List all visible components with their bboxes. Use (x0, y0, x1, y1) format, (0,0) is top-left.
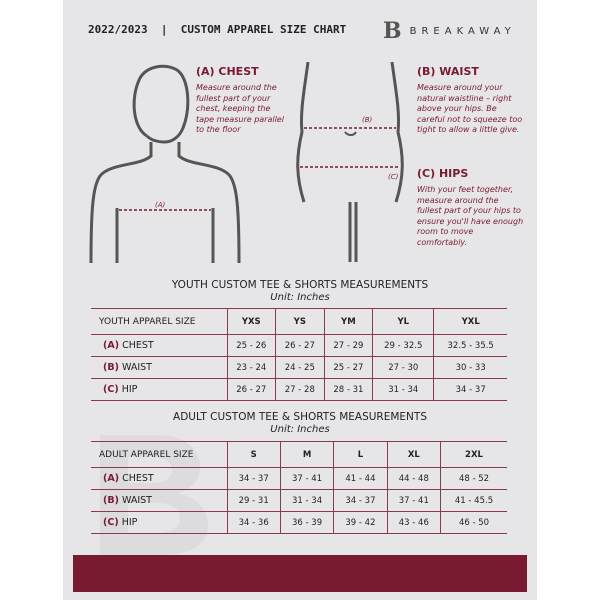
chest-marker: (A) (155, 201, 166, 209)
hips-description: With your feet together, measure around … (417, 185, 524, 247)
cell: 34 - 36 (226, 511, 281, 534)
adult-size-table: ADULT APPAREL SIZE S M L XL 2XL (A) CHES… (91, 441, 507, 534)
cell: 34 - 37 (333, 489, 388, 512)
logo-mark: B (383, 18, 402, 44)
cell: 32.5 - 35.5 (433, 334, 507, 357)
hips-marker: (C) (388, 173, 399, 181)
cell: 27 - 30 (372, 356, 434, 379)
cell: 41 - 45.5 (440, 489, 507, 512)
cell: 34 - 37 (433, 378, 507, 401)
cell: 29 - 31 (226, 489, 281, 512)
row-label: CHEST (122, 340, 154, 351)
lower-body-figure (296, 62, 404, 262)
page-title: 2022/2023 | CUSTOM APPAREL SIZE CHART (88, 23, 347, 36)
youth-size-table: YOUTH APPAREL SIZE YXS YS YM YL YXL (A) … (91, 308, 507, 401)
size-header: L (333, 441, 388, 468)
size-header: S (226, 441, 281, 468)
table-row: (A) CHEST 25 - 26 26 - 27 27 - 29 29 - 32.5 3… (91, 334, 507, 357)
cell: 26 - 27 (275, 334, 325, 357)
cell: 29 - 32.5 (372, 334, 434, 357)
size-header: YXS (226, 308, 276, 335)
row-letter: (A) (103, 340, 120, 351)
size-header: 2XL (440, 441, 507, 468)
cell: 37 - 41 (386, 489, 441, 512)
cell: 48 - 52 (440, 467, 507, 490)
row-label: WAIST (121, 495, 152, 506)
row-label: HIP (121, 517, 138, 528)
table-row: (B) WAIST 23 - 24 24 - 25 25 - 27 27 - 30 30 … (91, 356, 507, 379)
chest-description: Measure around the fullest part of your … (196, 83, 284, 134)
cell: 31 - 34 (372, 378, 434, 401)
size-header: XL (386, 441, 441, 468)
table-header-row: YOUTH APPAREL SIZE YXS YS YM YL YXL (91, 308, 507, 335)
hips-heading: (C) HIPS (417, 167, 469, 180)
table-row: (C) HIP 34 - 36 36 - 39 39 - 42 43 - 46 46 - … (91, 511, 507, 534)
youth-table-title: YOUTH CUSTOM TEE & SHORTS MEASUREMENTS (171, 279, 429, 291)
size-header: YL (372, 308, 434, 335)
adult-unit: Unit: Inches (270, 424, 330, 435)
row-letter: (C) (103, 384, 119, 395)
row-label: CHEST (122, 473, 154, 484)
youth-header-label: YOUTH APPAREL SIZE (91, 308, 227, 335)
row-letter: (A) (103, 473, 120, 484)
cell: 26 - 27 (226, 378, 276, 401)
cell: 39 - 42 (333, 511, 388, 534)
cell: 41 - 44 (333, 467, 388, 490)
cell: 27 - 29 (323, 334, 373, 357)
size-header: YM (323, 308, 373, 335)
cell: 28 - 31 (323, 378, 373, 401)
cell: 34 - 37 (226, 467, 281, 490)
cell: 27 - 28 (275, 378, 325, 401)
brand-name: BREAKAWAY (409, 25, 516, 37)
cell: 36 - 39 (279, 511, 334, 534)
brand-logo: B BREAKAWAY (383, 18, 516, 44)
cell: 44 - 48 (386, 467, 441, 490)
size-header: YS (275, 308, 325, 335)
row-letter: (B) (103, 495, 119, 506)
cell: 24 - 25 (275, 356, 325, 379)
size-header: M (279, 441, 334, 468)
cell: 43 - 46 (386, 511, 441, 534)
table-row: (C) HIP 26 - 27 27 - 28 28 - 31 31 - 34 34 - … (91, 378, 507, 401)
cell: 37 - 41 (279, 467, 334, 490)
table-row: (B) WAIST 29 - 31 31 - 34 34 - 37 37 - 41 41 … (91, 489, 507, 512)
youth-unit: Unit: Inches (270, 292, 330, 303)
cell: 25 - 26 (226, 334, 276, 357)
waist-heading: (B) WAIST (417, 65, 479, 78)
waist-description: Measure around your natural waistline – … (417, 83, 523, 134)
table-row: (A) CHEST 34 - 37 37 - 41 41 - 44 44 - 48 48 … (91, 467, 507, 490)
table-header-row: ADULT APPAREL SIZE S M L XL 2XL (91, 441, 507, 468)
cell: 25 - 27 (323, 356, 373, 379)
adult-table-title: ADULT CUSTOM TEE & SHORTS MEASUREMENTS (173, 411, 427, 423)
chest-heading: (A) CHEST (196, 65, 259, 78)
cell: 46 - 50 (440, 511, 507, 534)
upper-body-figure (89, 64, 241, 263)
row-letter: (C) (103, 517, 119, 528)
cell: 31 - 34 (279, 489, 334, 512)
adult-header-label: ADULT APPAREL SIZE (91, 441, 227, 468)
row-letter: (B) (103, 362, 119, 373)
footer-band (73, 555, 527, 592)
row-label: HIP (121, 384, 138, 395)
cell: 23 - 24 (226, 356, 276, 379)
size-header: YXL (433, 308, 507, 335)
row-label: WAIST (121, 362, 152, 373)
cell: 30 - 33 (433, 356, 507, 379)
waist-marker: (B) (362, 116, 373, 124)
